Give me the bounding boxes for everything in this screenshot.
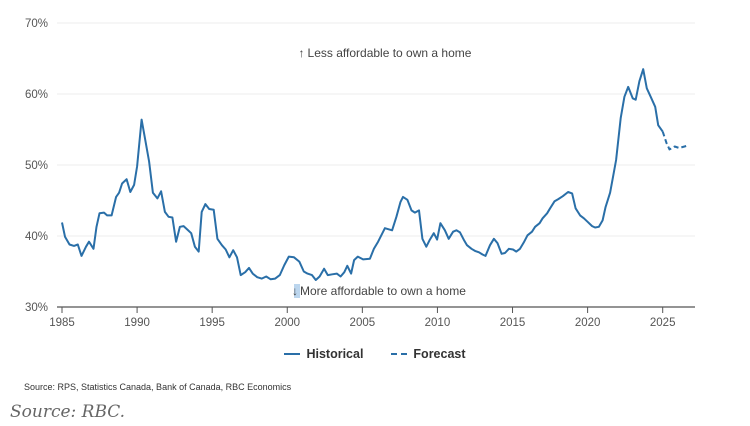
y-tick-label: 30% <box>25 302 48 314</box>
legend: Historical Forecast <box>0 347 750 361</box>
x-tick-label: 1985 <box>49 317 75 329</box>
x-tick-label: 2010 <box>425 317 451 329</box>
image-credit: Source: RBC. <box>10 402 126 422</box>
series-line-historical <box>61 68 664 281</box>
series-lines <box>61 68 690 281</box>
annotation-less-affordable: ↑ Less affordable to own a home <box>299 46 472 60</box>
y-tick-label: 60% <box>25 89 48 101</box>
series-line-forecast <box>661 131 690 151</box>
legend-label-forecast: Forecast <box>413 347 466 361</box>
legend-item-forecast: Forecast <box>391 347 466 361</box>
y-tick-label: 40% <box>25 231 48 243</box>
x-tick-label: 2000 <box>274 317 300 329</box>
solid-line-swatch-icon <box>284 353 301 355</box>
gridlines <box>57 22 695 237</box>
x-tick-label: 2025 <box>650 317 676 329</box>
y-axis: 30% 40% 50% 60% 70% <box>25 18 48 314</box>
dashed-line-swatch-icon <box>391 353 408 355</box>
source-note: Source: RPS, Statistics Canada, Bank of … <box>24 382 292 392</box>
x-tick-label: 1990 <box>124 317 150 329</box>
y-tick-label: 70% <box>25 18 48 30</box>
x-tick-label: 2005 <box>350 317 376 329</box>
x-tick-label: 2020 <box>575 317 601 329</box>
legend-item-historical: Historical <box>284 347 363 361</box>
down-arrow-highlight <box>294 284 300 298</box>
annotation-more-affordable: ↓ More affordable to own a home <box>292 284 466 298</box>
x-axis: 1985 1990 1995 2000 2005 2010 2015 2020 2025 <box>49 307 675 329</box>
y-tick-label: 50% <box>25 160 48 172</box>
x-tick-label: 1995 <box>199 317 225 329</box>
x-tick-label: 2015 <box>500 317 526 329</box>
legend-label-historical: Historical <box>306 347 364 361</box>
